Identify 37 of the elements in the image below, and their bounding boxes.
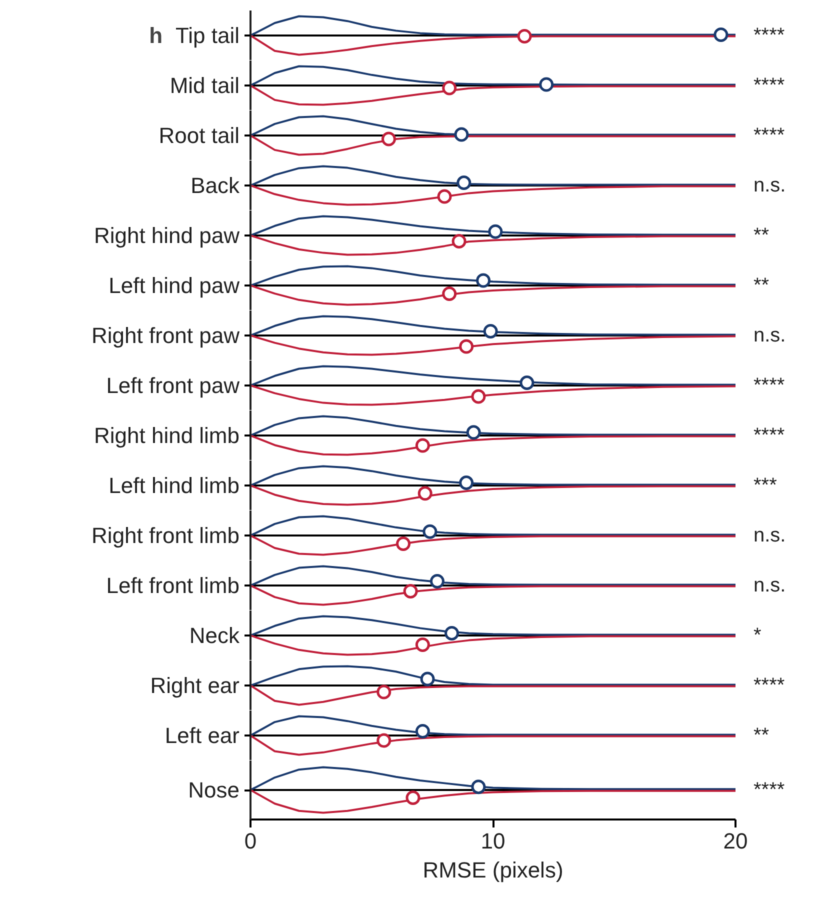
text: **** bbox=[754, 674, 785, 696]
y-axis-title: Right hind limb bbox=[94, 423, 240, 448]
y-axis-title: Right front paw bbox=[92, 323, 240, 348]
y-axis-title: Right ear bbox=[150, 673, 240, 698]
y-axis-title: Left ear bbox=[164, 723, 240, 748]
y-axis-title: Left front paw bbox=[106, 373, 240, 398]
text: * bbox=[754, 624, 762, 646]
text: **** bbox=[754, 374, 785, 396]
x-tick-label: 10 bbox=[480, 828, 506, 854]
y-axis-title: Right hind paw bbox=[94, 223, 240, 248]
y-axis-title: Back bbox=[190, 173, 240, 198]
text: ** bbox=[754, 274, 770, 296]
text: ** bbox=[754, 224, 770, 246]
y-axis-title: Left hind limb bbox=[108, 473, 240, 498]
text: **** bbox=[754, 74, 785, 96]
text: **** bbox=[754, 779, 785, 801]
x-axis-title: RMSE (pixels) bbox=[422, 858, 564, 882]
y-axis-title: Nose bbox=[188, 778, 240, 802]
y-axis-title: Right front limb bbox=[92, 523, 240, 548]
x-tick-label: 0 bbox=[244, 828, 257, 854]
text: ** bbox=[754, 724, 770, 746]
chart-title: h bbox=[149, 23, 163, 48]
y-axis-title: Mid tail bbox=[170, 73, 240, 98]
y-axis-title: Tip tail bbox=[176, 23, 240, 48]
x-tick-label: 20 bbox=[723, 828, 748, 854]
y-axis-title: Left hind paw bbox=[108, 273, 240, 298]
y-axis-title: Neck bbox=[189, 623, 240, 648]
text: n.s. bbox=[754, 324, 786, 346]
text: *** bbox=[754, 474, 778, 496]
y-axis-title: Root tail bbox=[158, 123, 240, 148]
text: **** bbox=[754, 424, 785, 446]
text: n.s. bbox=[754, 574, 786, 596]
text: **** bbox=[754, 124, 785, 146]
y-axis-title: Left front limb bbox=[106, 573, 240, 598]
text: n.s. bbox=[754, 174, 786, 196]
text: **** bbox=[754, 24, 785, 46]
text: n.s. bbox=[754, 524, 786, 546]
